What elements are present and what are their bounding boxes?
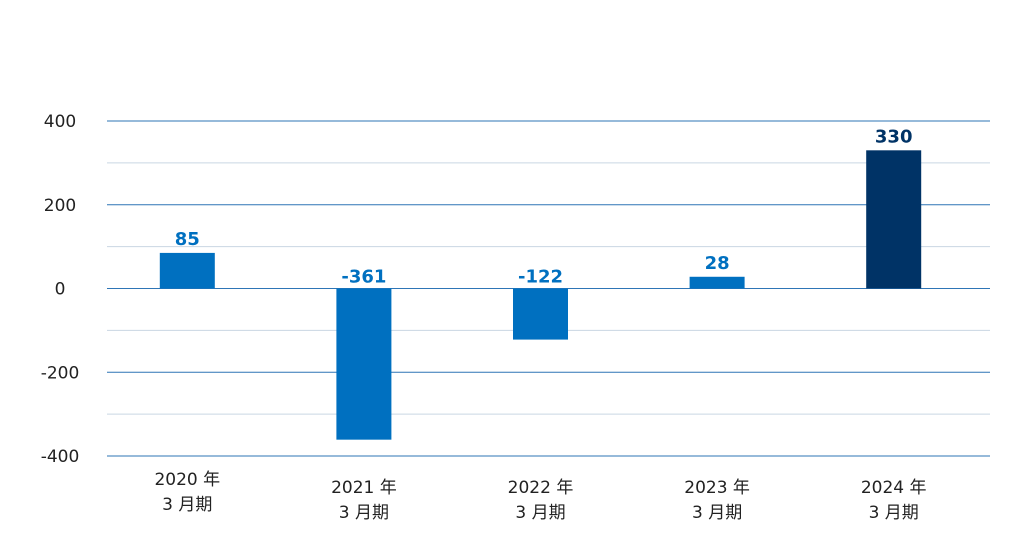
bar (866, 150, 922, 289)
x-tick-label: 2024 年 3 月期 (861, 478, 927, 523)
x-tick-label-line: 2021 年 (331, 478, 397, 498)
bar (689, 276, 745, 289)
x-axis-ticks: 2020 年 3 月期 2021 年 3 月期 2022 年 3 月期 2023 年 3 月期… (154, 470, 926, 523)
y-tick-label: -200 (41, 363, 80, 383)
x-tick-label: 2020 年 3 月期 (154, 470, 220, 515)
x-tick-label-line: 3 月期 (339, 503, 389, 523)
data-label: -122 (518, 267, 563, 288)
bar (159, 252, 215, 289)
data-label: 330 (875, 126, 913, 147)
x-tick-label: 2022 年 3 月期 (508, 478, 574, 523)
x-tick-label-line: 2020 年 (154, 470, 220, 490)
bar (336, 288, 392, 440)
data-label: -361 (341, 267, 386, 288)
bars (159, 150, 922, 440)
y-axis-ticks: 400 200 0 -200 -400 (41, 112, 80, 467)
x-tick-label-line: 3 月期 (692, 503, 742, 523)
x-tick-label-line: 2022 年 (508, 478, 574, 498)
data-label: 85 (175, 229, 200, 250)
y-tick-label: 400 (44, 112, 76, 132)
x-tick-label-line: 2023 年 (684, 478, 750, 498)
bar (513, 288, 568, 340)
x-tick-label-line: 3 月期 (515, 503, 565, 523)
x-tick-label: 2021 年 3 月期 (331, 478, 397, 523)
x-tick-label-line: 3 月期 (869, 503, 919, 523)
y-tick-label: 0 (55, 280, 66, 300)
x-tick-label: 2023 年 3 月期 (684, 478, 750, 523)
data-label: 28 (705, 253, 730, 274)
x-tick-label-line: 2024 年 (861, 478, 927, 498)
x-tick-label-line: 3 月期 (162, 495, 212, 515)
y-tick-label: 200 (44, 196, 76, 216)
data-labels: 85 -361 -122 28 330 (175, 126, 913, 287)
y-tick-label: -400 (41, 447, 80, 467)
